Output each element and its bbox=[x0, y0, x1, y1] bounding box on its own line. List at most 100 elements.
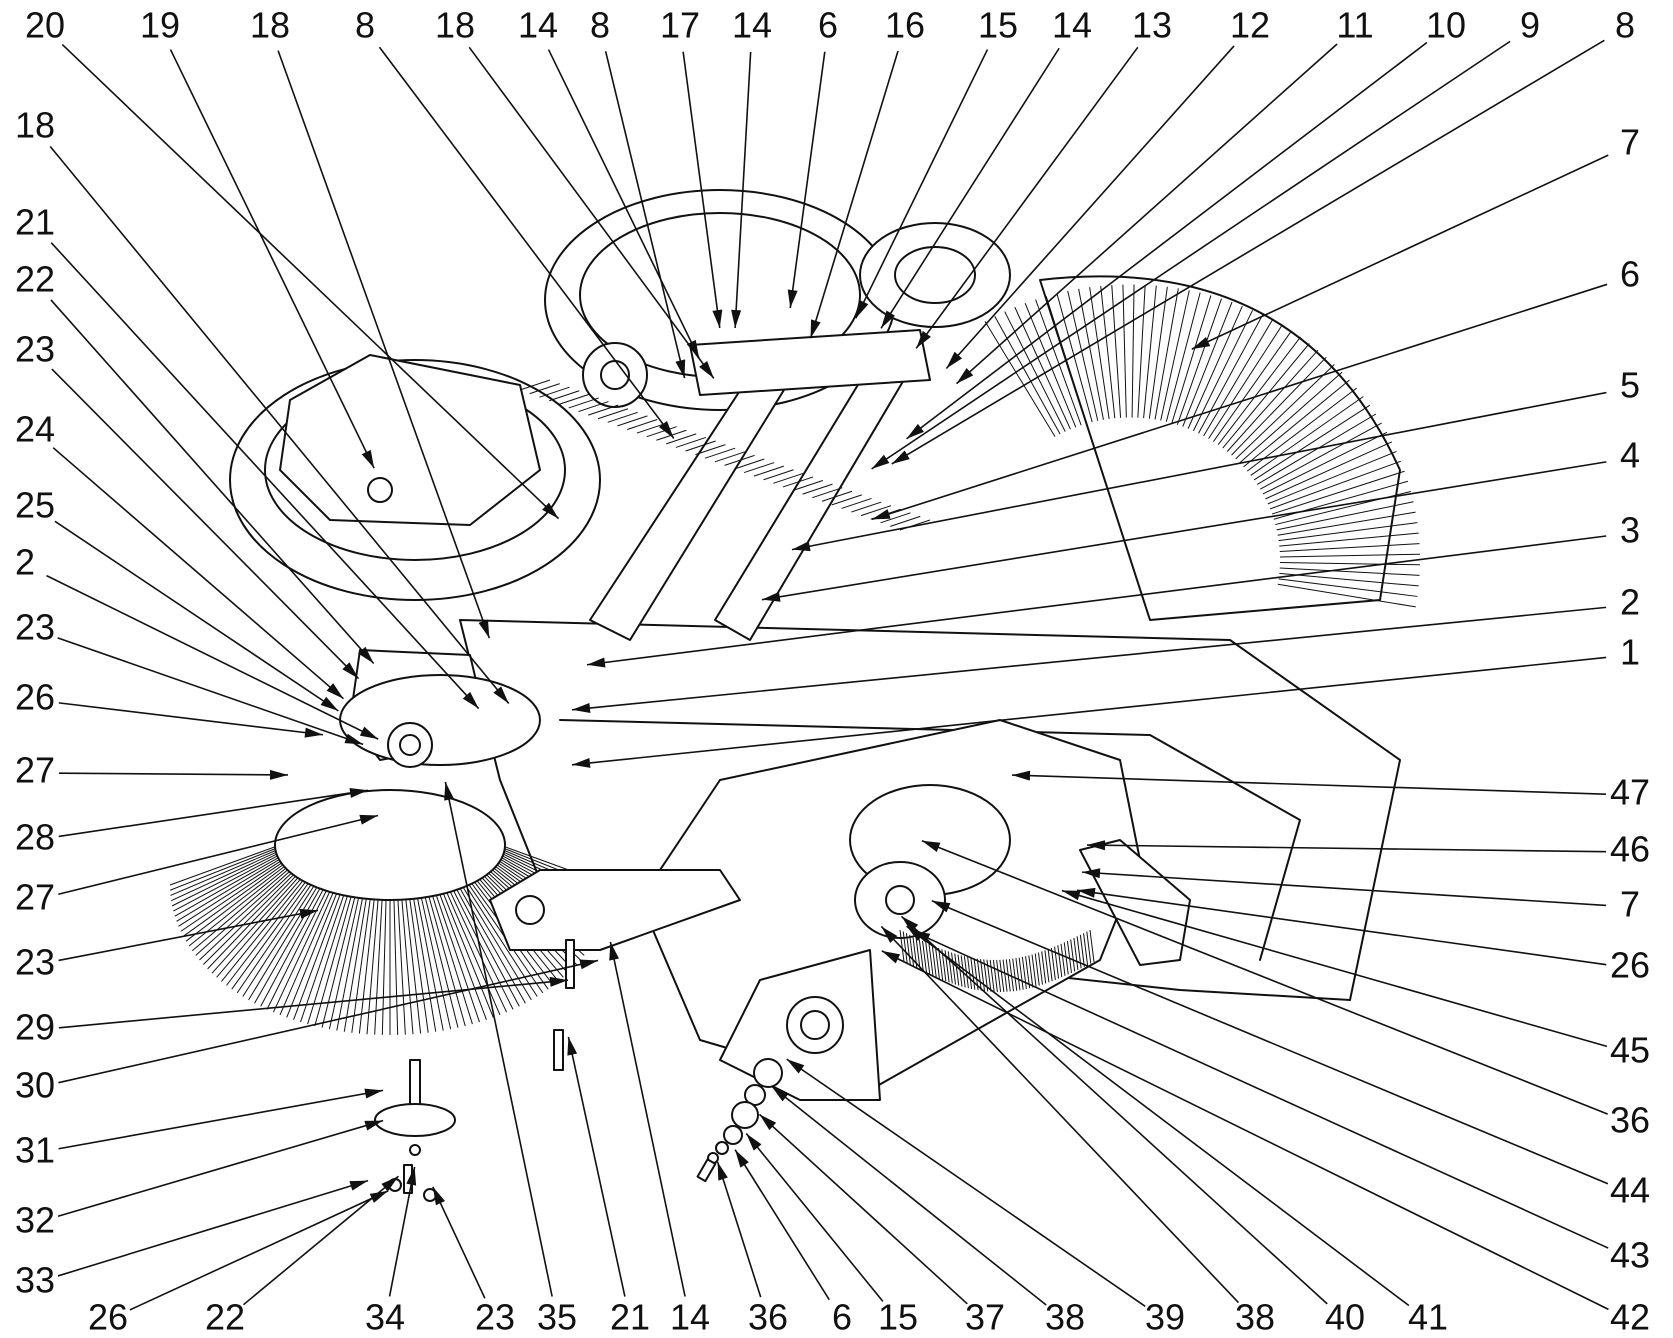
bristle bbox=[1253, 404, 1371, 481]
bristle bbox=[419, 892, 452, 1030]
bristle bbox=[1279, 532, 1419, 547]
callout-label: 14 bbox=[1052, 5, 1092, 46]
bristle bbox=[915, 937, 921, 970]
left-hub-inner bbox=[399, 734, 421, 756]
leader-line bbox=[609, 941, 686, 1297]
leader-line bbox=[855, 49, 989, 319]
leader-line bbox=[871, 40, 1511, 470]
callout-8: 17 bbox=[660, 5, 723, 329]
callout-label: 23 bbox=[15, 942, 55, 983]
bristle bbox=[1192, 310, 1254, 432]
bearing-b bbox=[744, 1084, 766, 1106]
arrowhead bbox=[326, 683, 344, 699]
leader-line bbox=[809, 50, 899, 339]
bristle bbox=[1028, 955, 1034, 988]
callout-58: 35 bbox=[444, 781, 577, 1338]
callout-65: 38 bbox=[771, 1085, 1085, 1338]
bristle bbox=[568, 397, 599, 409]
leader-line bbox=[771, 1085, 1047, 1306]
bristle bbox=[1182, 301, 1233, 427]
callout-label: 8 bbox=[590, 5, 610, 46]
bristle bbox=[393, 894, 399, 1035]
left-brush-disc bbox=[274, 789, 506, 901]
bristle bbox=[180, 860, 286, 932]
callout-label: 6 bbox=[832, 1297, 852, 1338]
arrowhead bbox=[571, 757, 591, 768]
bearing-a bbox=[753, 1058, 783, 1088]
leader-line bbox=[571, 656, 1607, 766]
callout-49: 45 bbox=[1061, 889, 1650, 1071]
arrowhead bbox=[855, 299, 869, 319]
bristle bbox=[934, 946, 940, 979]
leader-line bbox=[378, 46, 675, 439]
bristle bbox=[860, 505, 892, 517]
callout-label: 12 bbox=[1230, 5, 1270, 46]
leader-line bbox=[468, 46, 715, 379]
bristle bbox=[1278, 522, 1418, 542]
bristle bbox=[1278, 578, 1418, 597]
arrowhead bbox=[549, 976, 569, 987]
bristle bbox=[1277, 583, 1416, 608]
callout-59: 21 bbox=[567, 1036, 650, 1338]
callout-label: 42 bbox=[1610, 1297, 1650, 1338]
leader-line bbox=[915, 46, 1139, 349]
bristle bbox=[272, 887, 333, 1013]
left-mount-plate bbox=[339, 674, 541, 766]
callout-12: 15 bbox=[855, 5, 1018, 319]
callout-label: 18 bbox=[250, 5, 290, 46]
bristle bbox=[636, 422, 668, 434]
callout-label: 26 bbox=[88, 1297, 128, 1338]
callout-label: 6 bbox=[818, 5, 838, 46]
pin-c bbox=[565, 939, 575, 989]
leader-line bbox=[58, 959, 599, 1084]
bearing-d bbox=[723, 1125, 743, 1145]
bristle bbox=[1276, 501, 1414, 531]
callout-27: 23 bbox=[15, 607, 364, 746]
arrowhead bbox=[916, 330, 931, 349]
callout-label: 26 bbox=[1610, 945, 1650, 986]
callout-41: 4 bbox=[761, 435, 1640, 602]
callout-label: 39 bbox=[1145, 1297, 1185, 1338]
deck-plate-inner bbox=[559, 719, 1301, 961]
arrowhead bbox=[586, 657, 606, 668]
arrowhead bbox=[542, 502, 559, 519]
bristle bbox=[203, 871, 298, 965]
arrowhead bbox=[462, 691, 479, 709]
leader-line bbox=[571, 606, 1607, 711]
leader-line bbox=[955, 43, 1338, 385]
arrowhead bbox=[349, 788, 369, 798]
callout-label: 3 bbox=[1620, 510, 1640, 551]
bristle bbox=[519, 379, 551, 391]
callout-14: 13 bbox=[915, 5, 1172, 349]
arrowhead bbox=[567, 1036, 578, 1056]
bristle bbox=[1265, 441, 1393, 500]
arrowhead bbox=[344, 733, 364, 745]
leader-line bbox=[945, 45, 1235, 370]
bristle bbox=[1050, 947, 1056, 980]
bristle bbox=[1226, 349, 1319, 452]
bristle bbox=[782, 476, 814, 488]
bristle bbox=[980, 959, 986, 992]
bristle bbox=[918, 939, 924, 972]
callout-label: 26 bbox=[15, 677, 55, 718]
bristle bbox=[695, 444, 726, 456]
bristle bbox=[266, 886, 329, 1010]
arrowhead bbox=[406, 1166, 417, 1186]
callout-39: 6 bbox=[871, 254, 1640, 521]
bearing-c bbox=[731, 1101, 759, 1129]
leader-line bbox=[734, 1149, 830, 1301]
bristle bbox=[1089, 929, 1095, 963]
callout-4: 8 bbox=[355, 5, 675, 439]
leader-line bbox=[388, 1166, 416, 1297]
arrowhead bbox=[946, 351, 963, 369]
callout-label: 23 bbox=[15, 607, 55, 648]
leader-line bbox=[50, 299, 375, 665]
bracket-bearing-inner bbox=[800, 1010, 830, 1040]
arrowhead bbox=[712, 309, 723, 329]
arrowhead bbox=[1061, 890, 1081, 901]
callout-label: 7 bbox=[1620, 884, 1640, 925]
leader-line bbox=[444, 781, 553, 1297]
callout-label: 46 bbox=[1610, 829, 1650, 870]
bristle bbox=[174, 854, 283, 917]
